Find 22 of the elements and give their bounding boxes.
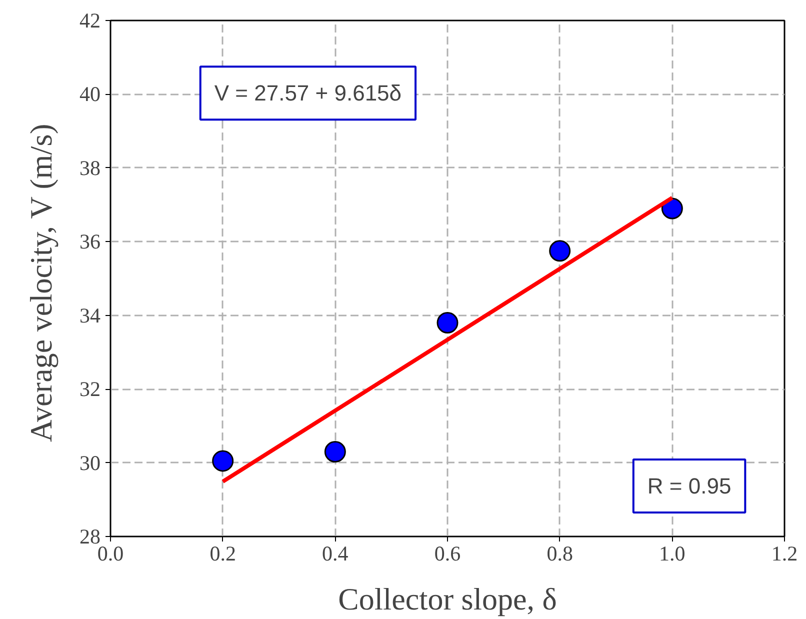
annotation: R = 0.95 bbox=[647, 474, 732, 499]
point bbox=[324, 441, 346, 462]
x-tick-label: 0.8 bbox=[546, 542, 573, 566]
y-tick-label: 32 bbox=[80, 377, 100, 402]
y-tick-label: 38 bbox=[80, 156, 100, 180]
x-tick-label: 0.4 bbox=[322, 542, 349, 566]
x-axis-title: Collector slope, δ bbox=[338, 582, 557, 616]
point bbox=[212, 450, 234, 472]
x-tick-label: 0.2 bbox=[210, 542, 236, 566]
y-tick-label: 40 bbox=[80, 82, 100, 106]
y-tick-label: 28 bbox=[80, 524, 100, 548]
y-axis-title: Average velocity, V (m/s) bbox=[24, 124, 58, 442]
annotation: V = 27.57 + 9.615δ bbox=[214, 80, 402, 106]
y-tick-label: 36 bbox=[80, 230, 100, 254]
y-tick-label: 42 bbox=[80, 8, 100, 32]
point bbox=[549, 240, 571, 262]
point bbox=[436, 312, 458, 334]
x-tick-label: 1.0 bbox=[659, 542, 686, 566]
x-tick-label: 1.2 bbox=[771, 542, 798, 566]
x-tick-label: 0.6 bbox=[434, 542, 461, 566]
y-tick-label: 34 bbox=[80, 303, 101, 328]
y-tick-label: 30 bbox=[80, 450, 100, 475]
